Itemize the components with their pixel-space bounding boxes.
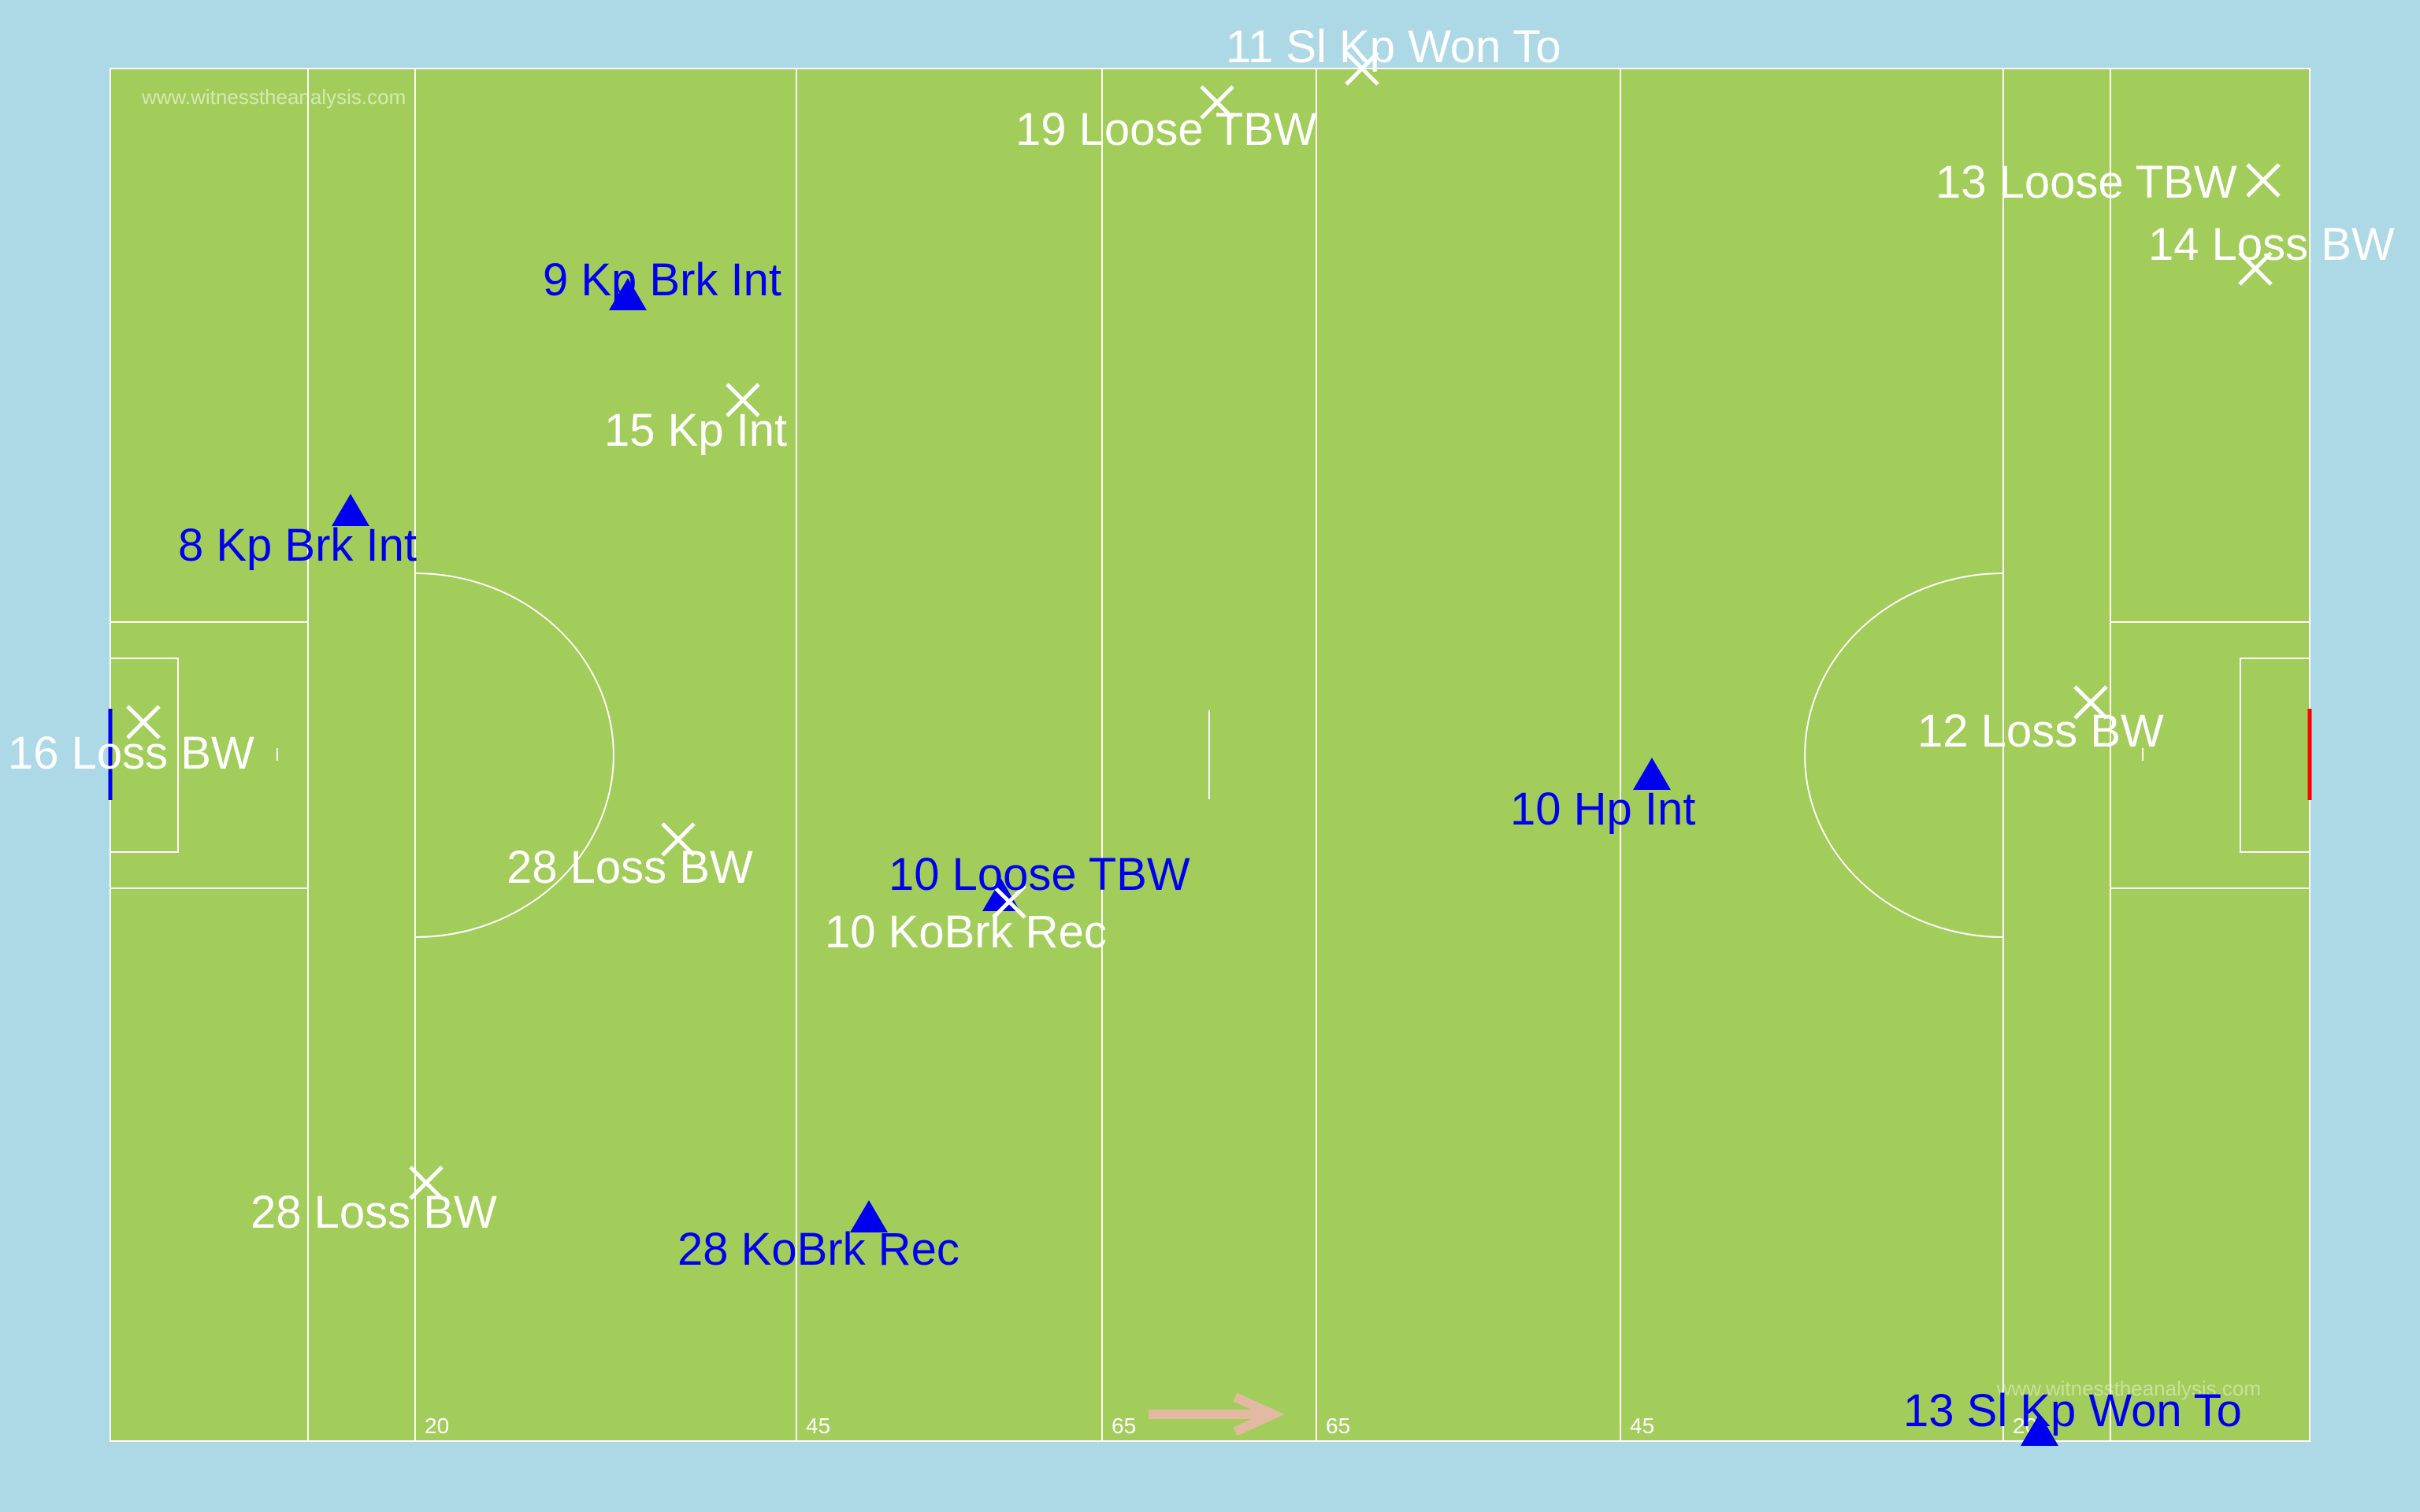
- event-label: 13 Loose TBW: [1936, 157, 2237, 208]
- event-label: 14 Loss BW: [2148, 219, 2395, 270]
- watermark-bottom: www.witnesstheanalysis.com: [1996, 1377, 2261, 1400]
- event-label: 13 Sl Kp Won To: [1903, 1385, 2242, 1436]
- cross-marker-icon: [661, 822, 696, 857]
- event-label: 10 Hp Int: [1510, 784, 1695, 835]
- event-label: 11 Sl Kp Won To: [1226, 21, 1561, 72]
- event-label: 28 Loss BW: [251, 1187, 497, 1238]
- event-label: 8 Kp Brk Int: [178, 520, 417, 571]
- cross-marker-icon: [2238, 251, 2273, 286]
- cross-marker-icon: [1200, 85, 1234, 120]
- event-labels: 11 Sl Kp Won To 19 Loose TBW 13 Loose TB…: [8, 21, 2395, 1436]
- pitch-markings: [110, 69, 2310, 1441]
- watermark-top: www.witnesstheanalysis.com: [141, 85, 406, 109]
- event-label: 28 KoBrk Rec: [677, 1224, 959, 1275]
- event-label: 10 KoBrk Rec: [825, 906, 1107, 958]
- line-label: 45: [806, 1414, 830, 1438]
- event-label: 9 Kp Brk Int: [543, 254, 781, 306]
- event-label: 19 Loose TBW: [1015, 104, 1317, 155]
- event-label: 10 Loose TBW: [889, 849, 1190, 900]
- cross-marker-icon: [992, 884, 1026, 919]
- event-label: 15 Kp Int: [604, 405, 787, 456]
- direction-arrow-icon: [1149, 1392, 1285, 1436]
- cross-marker-icon: [1345, 51, 1379, 86]
- cross-marker-icon: [409, 1166, 444, 1200]
- event-label: 16 Loss BW: [8, 728, 254, 779]
- cross-marker-icon: [726, 383, 760, 417]
- triangle-marker-icon: [1633, 758, 1671, 790]
- cross-marker-icon: [2246, 163, 2281, 198]
- event-markers: [126, 51, 2281, 1446]
- line-label: 45: [1630, 1414, 1654, 1438]
- triangle-marker-icon: [332, 494, 369, 526]
- triangle-marker-icon: [609, 278, 647, 310]
- cross-marker-icon: [2073, 685, 2108, 720]
- triangle-marker-icon: [850, 1200, 888, 1232]
- event-label: 12 Loss BW: [1917, 706, 2164, 757]
- triangle-marker-icon: [2021, 1414, 2058, 1446]
- cross-marker-icon: [126, 705, 161, 739]
- line-label: 65: [1326, 1414, 1350, 1438]
- event-label: 28 Loss BW: [507, 842, 753, 893]
- line-label: 65: [1112, 1414, 1136, 1438]
- line-label: 20: [425, 1414, 449, 1438]
